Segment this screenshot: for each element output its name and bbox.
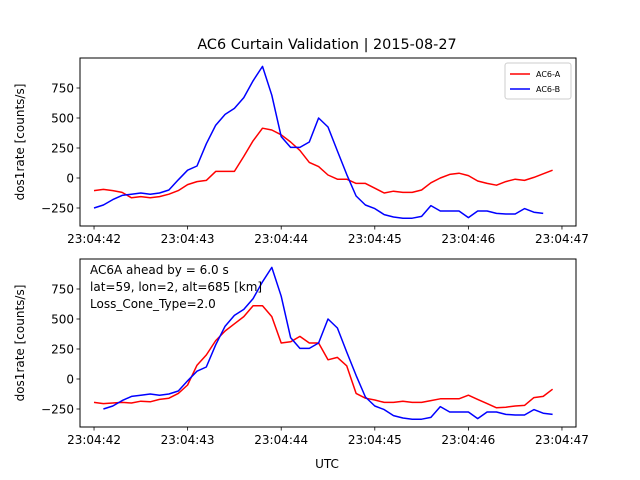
y-tick-label: 250 (51, 342, 74, 356)
x-tick-label: 23:04:46 (441, 232, 495, 246)
y-tick-label: 0 (66, 171, 74, 185)
y-tick-label: 500 (51, 111, 74, 125)
y-tick-label: 500 (51, 312, 74, 326)
annotation-text: AC6A ahead by = 6.0 s (90, 263, 229, 277)
series-line-ac6-b (103, 266, 553, 420)
legend: AC6-A AC6-B (504, 62, 572, 100)
figure-title: AC6 Curtain Validation | 2015-08-27 (197, 37, 456, 53)
top-panel: 23:04:42 23:04:43 23:04:44 23:04:45 23:04:46… (13, 57, 589, 246)
x-tick-label: 23:04:45 (348, 232, 402, 246)
x-tick-label: 23:04:47 (535, 433, 589, 447)
legend-label: AC6-A (536, 70, 561, 79)
legend-box (504, 62, 572, 100)
x-tick-label: 23:04:42 (67, 232, 121, 246)
axes-frame (79, 258, 577, 428)
legend-label: AC6-B (536, 85, 560, 94)
x-tick-label: 23:04:43 (161, 232, 215, 246)
x-tick-label: 23:04:42 (67, 433, 121, 447)
x-tick-label: 23:04:44 (254, 232, 308, 246)
series-line-ac6-b (93, 65, 544, 219)
y-tick-label: −250 (41, 201, 74, 215)
x-tick-label: 23:04:47 (535, 232, 589, 246)
series-line-ac6-a (93, 127, 553, 199)
x-tick-label: 23:04:43 (161, 433, 215, 447)
y-tick-label: 750 (51, 81, 74, 95)
annotation-text: lat=59, lon=2, alt=685 [km] (90, 280, 262, 294)
y-tick-label: 0 (66, 372, 74, 386)
y-tick-label: 750 (51, 282, 74, 296)
series-line-ac6-a (93, 305, 554, 409)
x-axis-label: UTC (315, 457, 339, 471)
y-axis-label: dos1rate [counts/s] (13, 285, 27, 402)
axes-frame (79, 57, 577, 227)
x-tick-label: 23:04:46 (441, 433, 495, 447)
x-tick-label: 23:04:45 (348, 433, 402, 447)
annotation-text: Loss_Cone_Type=2.0 (90, 297, 216, 311)
y-tick-label: 250 (51, 141, 74, 155)
x-tick-label: 23:04:44 (254, 433, 308, 447)
y-axis-label: dos1rate [counts/s] (13, 84, 27, 201)
y-tick-label: −250 (41, 402, 74, 416)
bottom-panel: 23:04:42 23:04:43 23:04:44 23:04:45 23:04:46… (13, 258, 589, 447)
